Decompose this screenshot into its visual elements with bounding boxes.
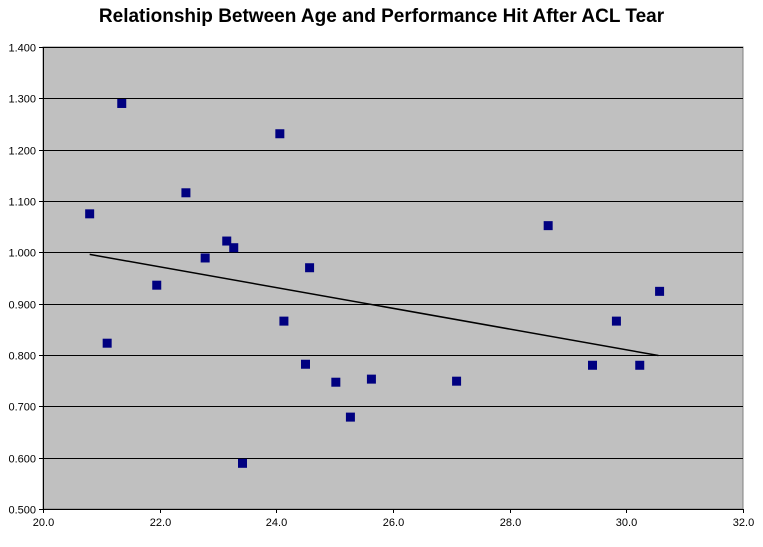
data-point <box>181 188 191 198</box>
data-point <box>366 374 376 384</box>
data-point <box>331 377 341 387</box>
data-point <box>229 243 239 253</box>
y-tick-label: 0.500 <box>8 505 36 517</box>
x-tick-labels: 20.0 22.0 24.0 26.0 28.0 30.0 32.0 <box>33 517 754 529</box>
axes <box>39 47 744 513</box>
y-tick-label: 0.600 <box>8 454 36 466</box>
x-tick-label: 28.0 <box>500 517 521 529</box>
data-point <box>611 316 621 326</box>
y-tick-label: 1.300 <box>8 94 36 106</box>
data-point <box>279 316 289 326</box>
x-tick-label: 32.0 <box>733 517 754 529</box>
data-point <box>588 360 597 370</box>
data-point <box>301 359 310 369</box>
y-tick-label: 1.200 <box>8 146 36 158</box>
y-tick-label: 1.100 <box>8 197 36 209</box>
y-tick-label: 0.800 <box>8 351 36 363</box>
x-tick-label: 24.0 <box>266 517 287 529</box>
trendline-layer <box>89 253 659 357</box>
y-tick-label: 0.700 <box>8 402 36 414</box>
data-point <box>85 209 95 219</box>
data-points <box>85 98 665 468</box>
data-point <box>635 360 645 370</box>
x-tick-label: 30.0 <box>616 517 637 529</box>
y-tick-label: 0.900 <box>8 300 36 312</box>
y-tick-label: 1.000 <box>8 248 36 260</box>
y-tick-label: 1.400 <box>8 43 36 55</box>
chart-title: Relationship Between Age and Performance… <box>98 6 665 27</box>
data-point <box>152 280 162 290</box>
x-tick-label: 26.0 <box>383 517 404 529</box>
data-point <box>238 458 247 468</box>
data-point <box>655 286 665 296</box>
y-tick-labels: 0.500 0.600 0.700 0.800 0.900 1.000 1.100 1.200… <box>8 43 36 517</box>
data-point <box>117 98 127 108</box>
gridlines <box>43 47 743 459</box>
x-tick-label: 22.0 <box>150 517 171 529</box>
trendline <box>89 253 659 357</box>
data-point <box>452 376 462 386</box>
data-point <box>102 338 112 348</box>
data-point <box>200 253 210 263</box>
x-tick-label: 20.0 <box>33 517 54 529</box>
plot-area <box>42 46 744 510</box>
data-point <box>305 263 315 273</box>
data-point <box>345 412 355 422</box>
data-point <box>222 236 232 246</box>
data-point <box>543 221 553 231</box>
data-point <box>275 129 285 139</box>
